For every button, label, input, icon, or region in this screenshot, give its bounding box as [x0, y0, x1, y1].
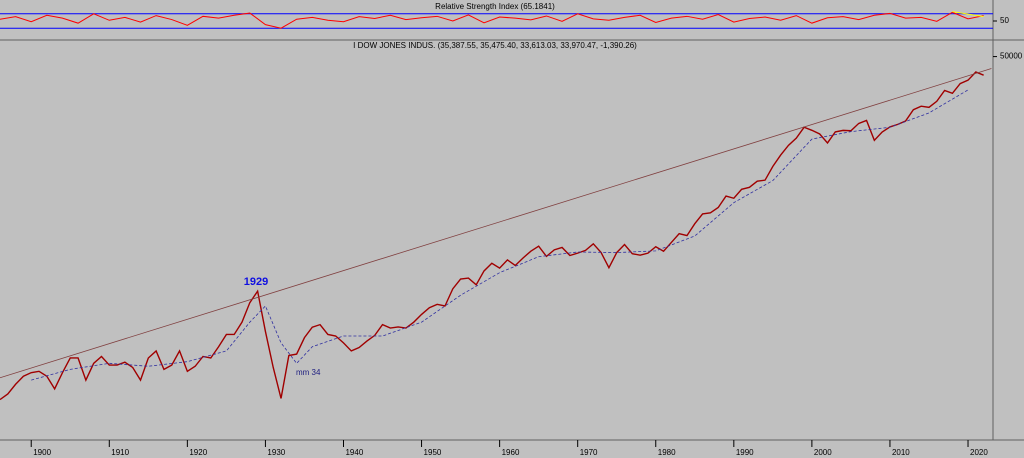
price-title: I DOW JONES INDUS. (35,387.55, 35,475.40…	[353, 41, 637, 50]
x-tick-label: 1950	[424, 448, 442, 457]
x-tick-label: 1960	[502, 448, 520, 457]
x-tick-label: 2020	[970, 448, 988, 457]
series-line	[0, 68, 992, 379]
annotation: mm 34	[296, 368, 321, 377]
x-tick-label: 2010	[892, 448, 910, 457]
x-tick-label: 1990	[736, 448, 754, 457]
y-tick-label: 50	[1000, 16, 1009, 25]
series-line	[952, 11, 984, 18]
x-tick-label: 1910	[111, 448, 129, 457]
annotation: 1929	[244, 276, 268, 288]
x-tick-label: 1900	[33, 448, 51, 457]
x-tick-label: 1980	[658, 448, 676, 457]
rsi-title: Relative Strength Index (65.1841)	[435, 2, 555, 11]
x-tick-label: 1930	[267, 448, 285, 457]
series-line	[0, 71, 984, 401]
y-tick-label: 50000	[1000, 52, 1023, 61]
x-tick-label: 2000	[814, 448, 832, 457]
x-tick-label: 1970	[580, 448, 598, 457]
x-tick-label: 1920	[189, 448, 207, 457]
series-line	[0, 11, 984, 29]
x-tick-label: 1940	[345, 448, 363, 457]
